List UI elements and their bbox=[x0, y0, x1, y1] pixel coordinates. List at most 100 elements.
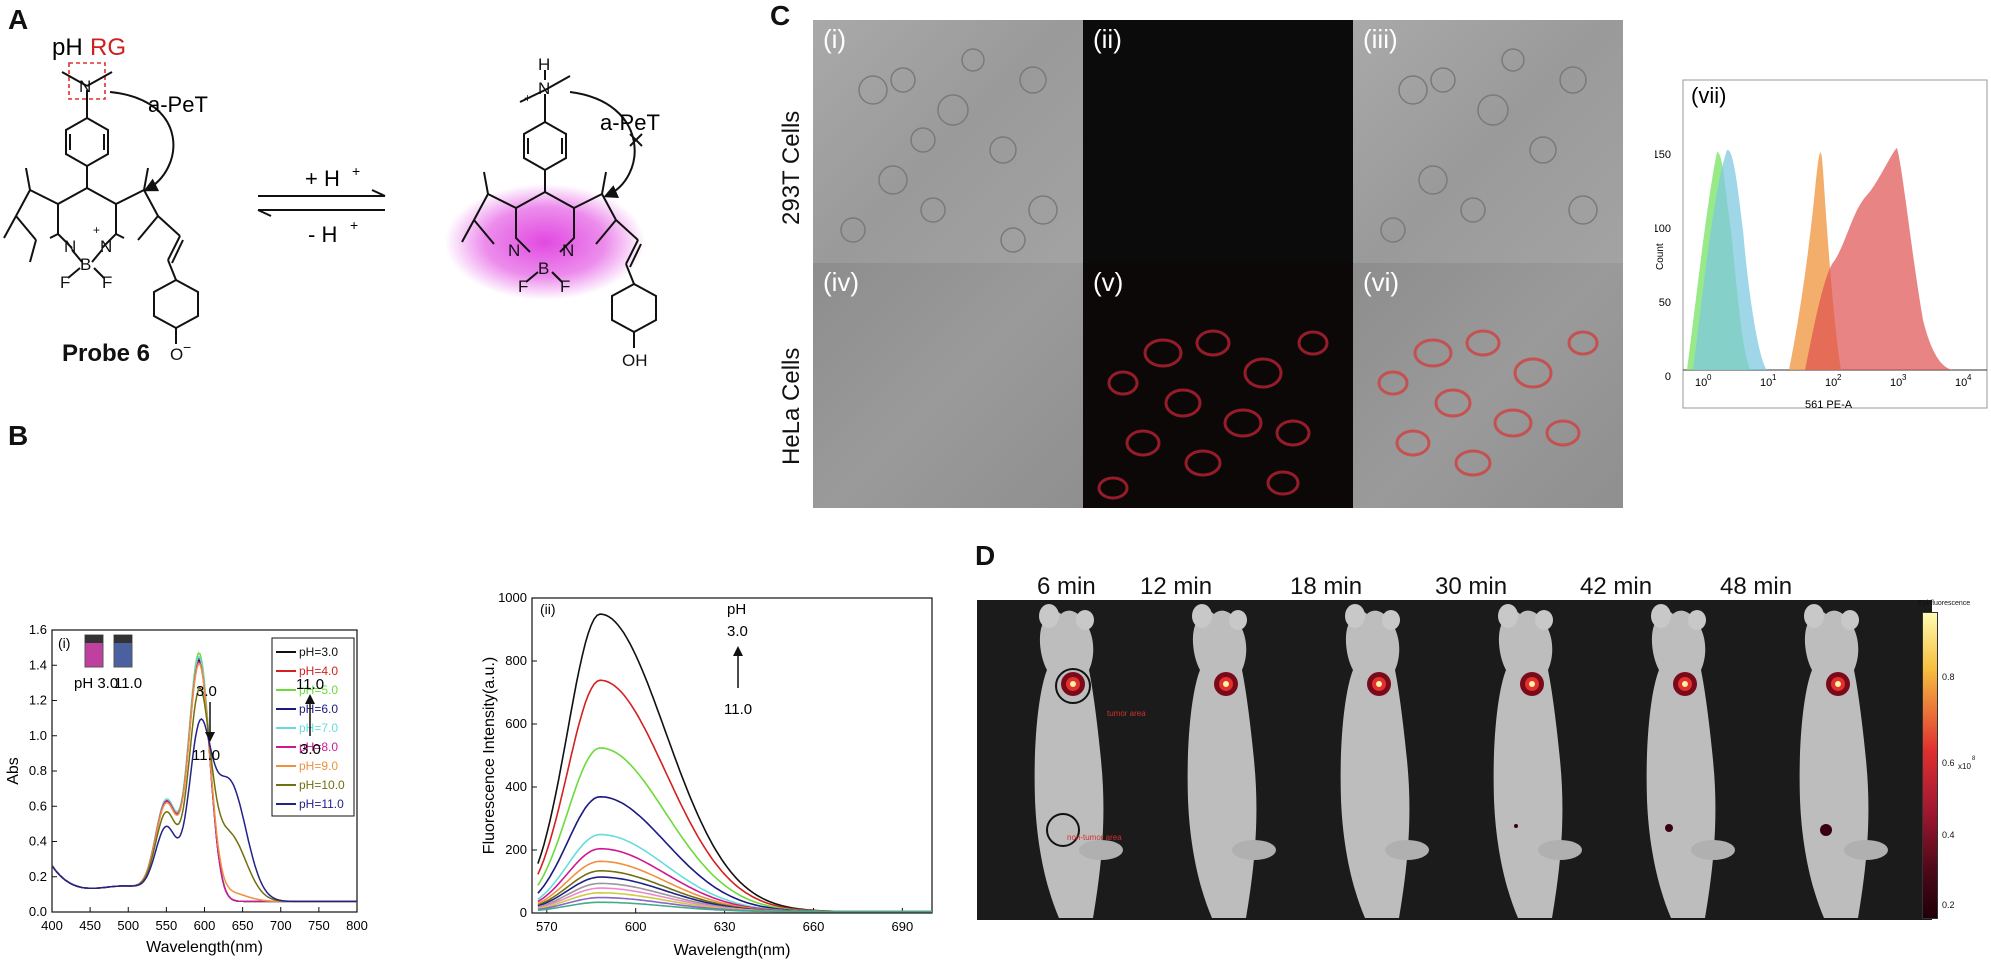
mouse bbox=[1799, 604, 1888, 918]
equilibrium-arrows bbox=[257, 189, 386, 217]
micro-label-iv: (iv) bbox=[823, 267, 860, 297]
atom-b-2: B bbox=[538, 259, 549, 278]
fl-ytick-label: 800 bbox=[505, 653, 527, 668]
abs-ytick-label: 0.4 bbox=[29, 834, 47, 849]
fl-xtick-label: 690 bbox=[892, 919, 914, 934]
in-vivo-imaging-strip: tumor area non-tumor area bbox=[977, 600, 1932, 920]
abs-sub-label: (i) bbox=[58, 635, 70, 651]
colorbar-tick-02: 0.2 bbox=[1942, 900, 1955, 910]
mouse-ear bbox=[1039, 604, 1059, 628]
mouse bbox=[1340, 604, 1429, 918]
fl-ylabel: Fluorescence Intensity(a.u.) bbox=[481, 657, 498, 854]
fl-ytick-label: 1000 bbox=[498, 590, 527, 605]
abs-legend-label: pH=11.0 bbox=[299, 797, 344, 811]
fl-arrow-ph: pH bbox=[727, 601, 746, 618]
mouse-body bbox=[1646, 610, 1716, 918]
fl-xlabel: Wavelength(nm) bbox=[674, 942, 791, 959]
mouse-ear bbox=[1841, 610, 1859, 630]
flow-xtick-0: 10 bbox=[1695, 377, 1707, 389]
abs-xtick-label: 500 bbox=[117, 918, 139, 933]
red-cells bbox=[1097, 329, 1329, 500]
abs-arrow-down-bottom: 11.0 bbox=[192, 747, 220, 764]
forward-sup: + bbox=[352, 163, 360, 179]
mouse bbox=[1187, 604, 1276, 918]
tumor-circle bbox=[1055, 668, 1091, 704]
time-label-2: 12 min bbox=[1140, 573, 1213, 600]
atom-n-right: N bbox=[100, 237, 112, 256]
fl-xtick-label: 600 bbox=[625, 919, 647, 934]
abs-legend-label: pH=7.0 bbox=[299, 721, 338, 735]
mouse-ear bbox=[1651, 604, 1671, 628]
mouse-body bbox=[1187, 610, 1257, 918]
cell-outlines bbox=[840, 48, 1058, 253]
mouse-leg bbox=[1232, 840, 1276, 860]
atom-b: B bbox=[80, 255, 91, 274]
fl-series-line bbox=[537, 747, 932, 913]
atom-h: H bbox=[538, 55, 550, 74]
fluorescence-glow bbox=[445, 184, 645, 300]
colorbar-tick-04: 0.4 bbox=[1942, 830, 1955, 840]
abs-xtick-label: 700 bbox=[270, 918, 292, 933]
fl-ytick-label: 600 bbox=[505, 716, 527, 731]
charge-minus: − bbox=[183, 339, 191, 355]
flow-cytometry-histogram: (vii) 0 50 100 150 Count 10 0 10 1 10 2 … bbox=[1655, 79, 1988, 411]
probe-name: Probe 6 bbox=[62, 340, 151, 367]
panel-b-letter: B bbox=[8, 420, 29, 451]
tumor-area-label: tumor area bbox=[1107, 709, 1146, 718]
abs-xtick-label: 750 bbox=[308, 918, 330, 933]
flow-xtick-exp-4: 4 bbox=[1967, 373, 1972, 382]
abs-legend-label: pH=4.0 bbox=[299, 664, 338, 678]
mouse-leg bbox=[1538, 840, 1582, 860]
micro-label-i: (i) bbox=[823, 24, 847, 54]
time-label-5: 42 min bbox=[1580, 573, 1653, 600]
micrograph-293t-brightfield: (i) bbox=[813, 20, 1083, 263]
fl-arrow-bottom: 11.0 bbox=[724, 701, 752, 718]
abs-legend-label: pH=8.0 bbox=[299, 740, 338, 754]
fl-plot-frame bbox=[531, 597, 933, 914]
abs-xtick-label: 650 bbox=[232, 918, 254, 933]
mouse-ear bbox=[1076, 610, 1094, 630]
abs-xtick-label: 800 bbox=[346, 918, 368, 933]
protonated-structure bbox=[461, 70, 657, 348]
mouse-leg bbox=[1385, 840, 1429, 860]
reverse-sup: + bbox=[350, 217, 358, 233]
abs-ytick-label: 1.2 bbox=[29, 693, 47, 708]
abs-xtick-label: 550 bbox=[156, 918, 178, 933]
atom-n-left-2: N bbox=[508, 241, 520, 260]
flow-ytick-100: 100 bbox=[1655, 223, 1671, 235]
row-label-hela: HeLa Cells bbox=[778, 347, 805, 465]
abs-series-line bbox=[51, 718, 357, 903]
atom-n-amine: N bbox=[79, 77, 91, 96]
mouse-ear bbox=[1804, 604, 1824, 628]
apet-right-label: a-PeT bbox=[600, 110, 660, 135]
atom-n-right-2: N bbox=[562, 241, 574, 260]
mouse-ear bbox=[1382, 610, 1400, 630]
vial-label-ph11: 11.0 bbox=[114, 675, 142, 692]
ph-label: pH bbox=[52, 34, 83, 61]
fl-series-line bbox=[537, 795, 932, 913]
flow-xtick-2: 10 bbox=[1825, 377, 1837, 389]
flow-peak-red bbox=[1805, 148, 1955, 370]
mouse-body bbox=[1799, 610, 1869, 918]
row-label-293t: 293T Cells bbox=[778, 110, 805, 225]
atom-f-left: F bbox=[60, 273, 70, 292]
flow-xtick-exp-1: 1 bbox=[1772, 373, 1777, 382]
abs-xtick-label: 600 bbox=[194, 918, 216, 933]
time-label-3: 18 min bbox=[1290, 573, 1363, 600]
abs-ytick-label: 0.6 bbox=[29, 798, 47, 813]
colorbar-title: Epi-fluorescence bbox=[1918, 600, 1971, 607]
mouse-leg bbox=[1691, 840, 1735, 860]
tumor-signal-hot bbox=[1070, 681, 1076, 687]
fl-ytick-label: 200 bbox=[505, 842, 527, 857]
mouse bbox=[1646, 604, 1735, 918]
abs-legend-label: pH=5.0 bbox=[299, 683, 338, 697]
abs-legend-label: pH=6.0 bbox=[299, 702, 338, 716]
micrograph-293t-merge: (iii) bbox=[1353, 20, 1623, 263]
mouse-body bbox=[1340, 610, 1410, 918]
mouse-ear bbox=[1498, 604, 1518, 628]
abs-arrow-down-head bbox=[205, 732, 215, 742]
atom-n-left: N bbox=[64, 237, 76, 256]
abs-ytick-label: 0.0 bbox=[29, 904, 47, 919]
fl-xtick-label: 570 bbox=[536, 919, 558, 934]
mouse-ear bbox=[1345, 604, 1365, 628]
